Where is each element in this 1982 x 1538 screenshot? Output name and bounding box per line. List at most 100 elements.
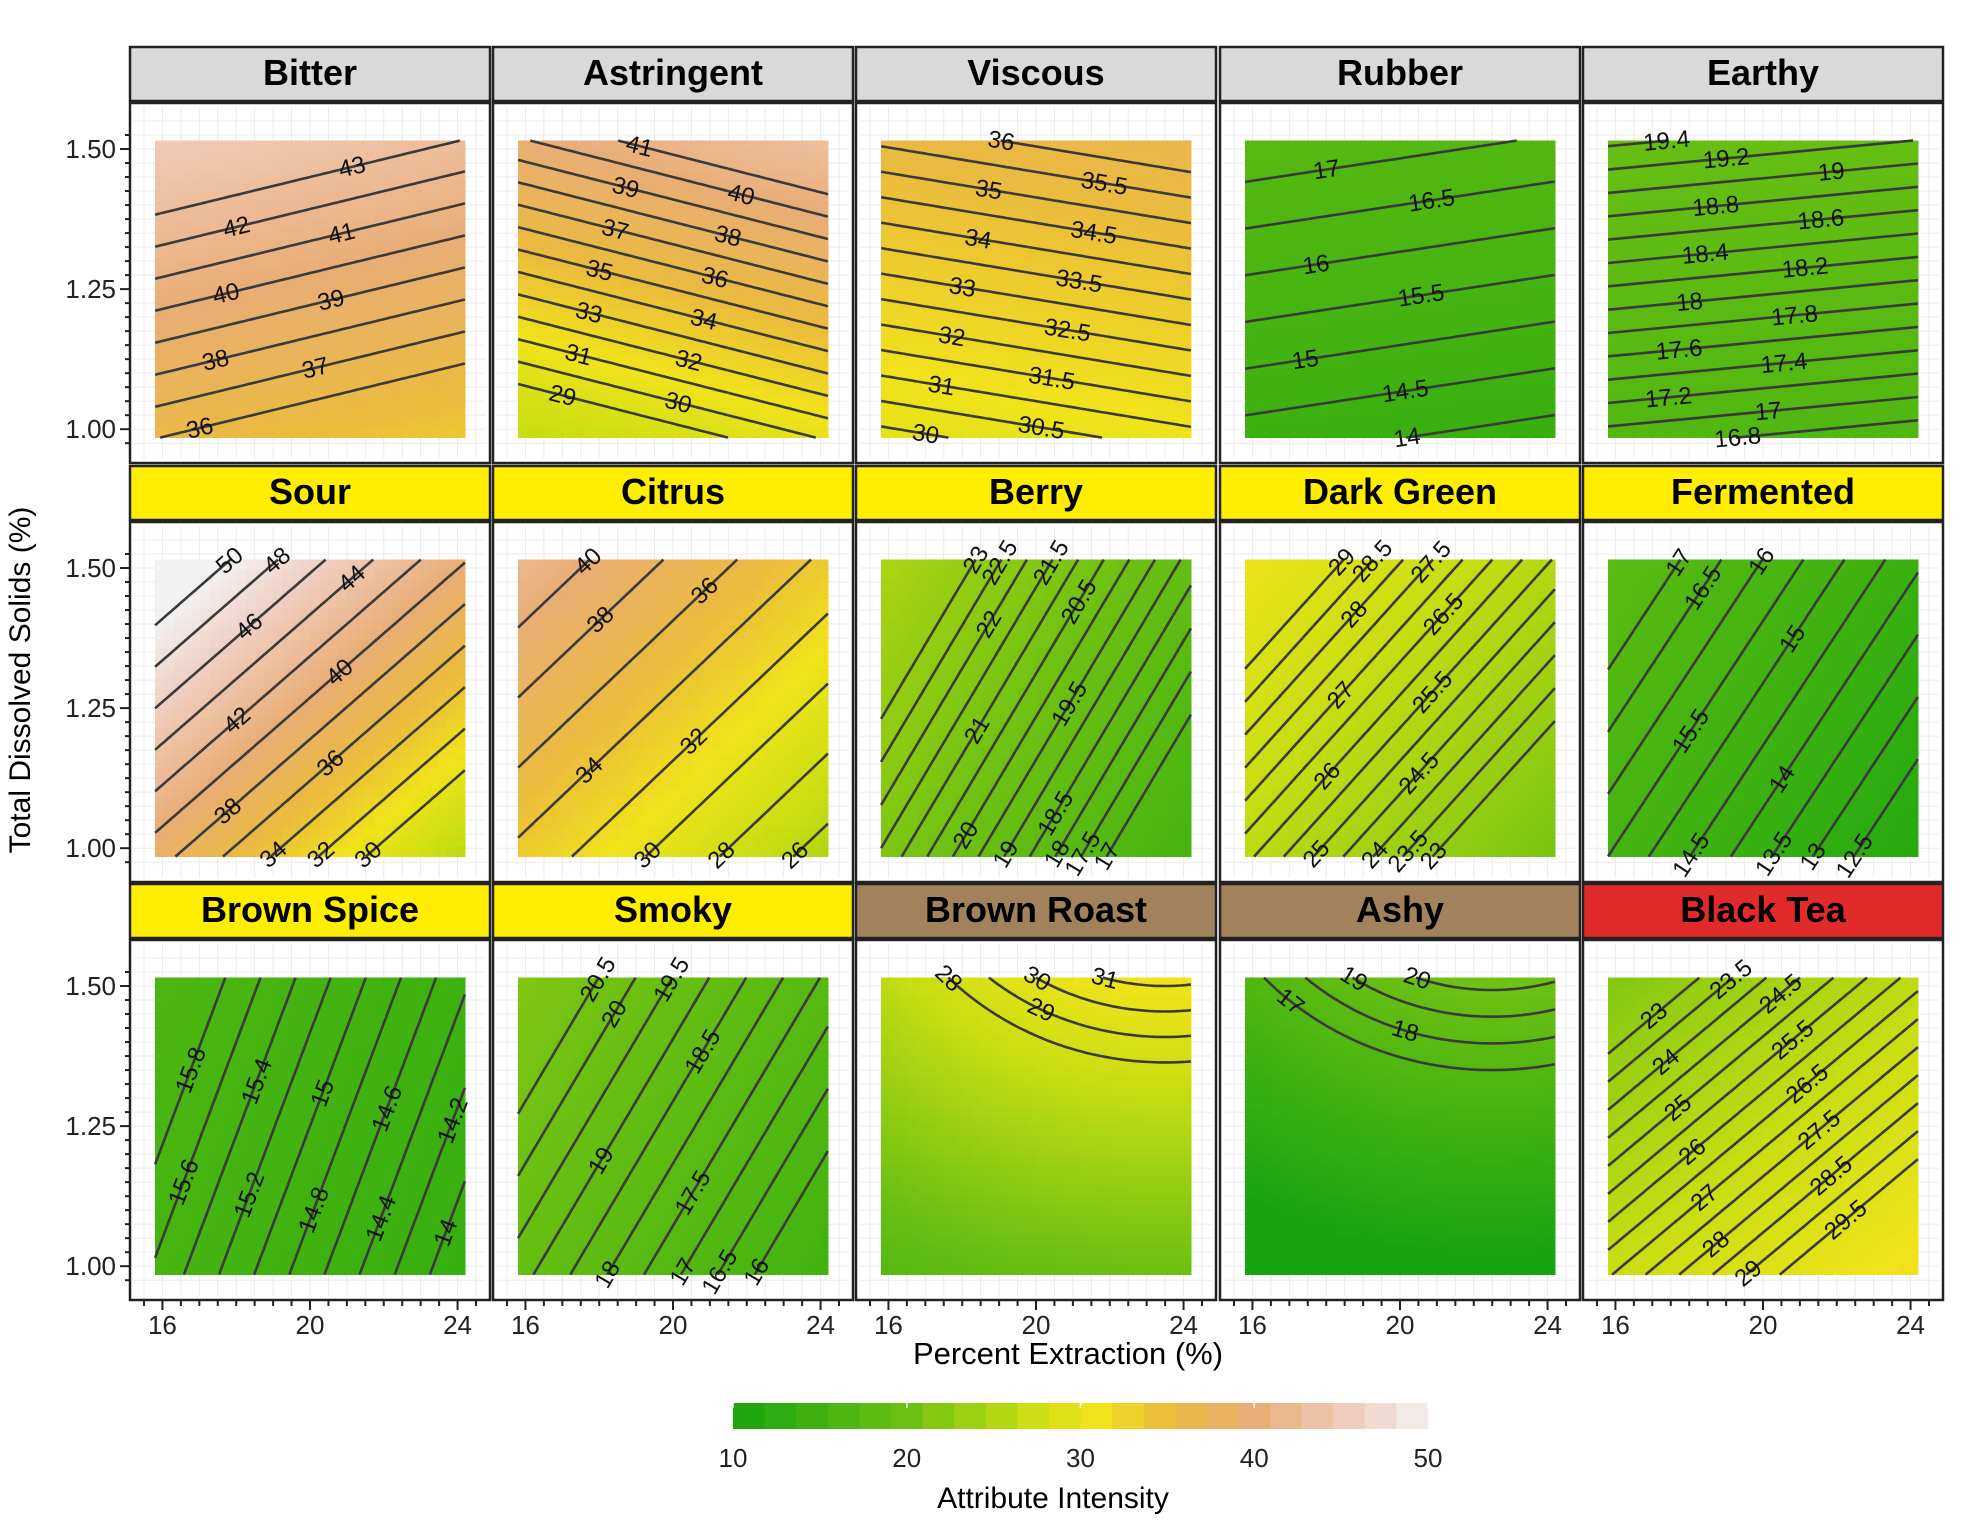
contour-line (1852, 758, 1919, 858)
x-tick-label: 24 (1169, 1310, 1198, 1340)
contour-label: 18.4 (1681, 239, 1730, 270)
contour-line (988, 976, 1191, 1039)
contour-line (393, 1087, 467, 1276)
heat-fill (518, 559, 829, 858)
facet-strip (854, 45, 1218, 103)
y-tick-label: 1.50 (65, 971, 116, 1001)
contour-line (1607, 349, 1919, 381)
contour-line (317, 727, 466, 858)
x-axis: 16 20 24 (1596, 1300, 1930, 1340)
x-tick-label: 20 (659, 1310, 688, 1340)
contour-line (879, 558, 1029, 806)
contour-line (753, 1150, 829, 1276)
contour-line (1244, 273, 1556, 324)
y-tick-label: 1.50 (65, 134, 116, 164)
contour-line (517, 382, 729, 439)
x-tick-label: 20 (1386, 1310, 1415, 1340)
contour-line (517, 203, 829, 286)
contour-line (1263, 976, 1556, 1072)
colorbar-swatch (1301, 1403, 1334, 1429)
contour-line (1745, 1130, 1919, 1276)
contour-line (154, 139, 461, 216)
contour-line (1244, 558, 1405, 736)
contour-label: 29 (546, 380, 579, 413)
x-tick-label: 20 (296, 1310, 325, 1340)
contour-line (1244, 180, 1556, 230)
colorbar-swatch (1017, 1403, 1050, 1429)
facet-strip (128, 464, 492, 522)
facet-title: Earthy (1707, 52, 1819, 93)
contour-label: 35 (973, 175, 1004, 206)
x-axis: 16 20 24 (869, 1300, 1203, 1340)
contour-line (517, 558, 591, 629)
contour-label: 18 (1675, 288, 1704, 317)
contour-label: 19.2 (1702, 143, 1751, 174)
contour-line (1607, 162, 1919, 195)
x-tick-label: 16 (511, 1310, 540, 1340)
contour-line (217, 977, 332, 1276)
contour-line (1607, 976, 1868, 1195)
contour-line (926, 558, 1105, 858)
contour-label: 34 (688, 304, 721, 337)
contour-label: 40 (725, 179, 758, 212)
contour-label: 43 (336, 151, 368, 184)
x-axis-label: Percent Extraction (%) (913, 1336, 1223, 1371)
contour-line (288, 977, 403, 1276)
x-tick-label: 16 (1601, 1310, 1630, 1340)
contour-line (154, 266, 466, 345)
contour-line (644, 682, 829, 858)
contour-label: 39 (609, 172, 642, 205)
contour-line (154, 170, 466, 248)
colorbar-tick-label: 20 (892, 1443, 921, 1473)
contour-label: 17.6 (1655, 334, 1704, 365)
contour-label: 42 (220, 211, 252, 244)
contour-label: 31 (926, 370, 957, 401)
colorbar-legend: 10 20 30 40 50 (719, 1403, 1442, 1473)
y-tick-label: 1.00 (65, 1251, 116, 1281)
contour-line (516, 976, 600, 1115)
contour-label: 37 (299, 352, 331, 385)
heat-fill (1245, 559, 1556, 858)
colorbar-swatch (922, 1403, 955, 1429)
contour-line (1282, 558, 1553, 858)
contour-line (947, 976, 1192, 1064)
contour-line (154, 558, 422, 793)
contour-line (1607, 976, 1734, 1083)
contour-line (529, 139, 829, 218)
contour-line (951, 558, 1131, 858)
contour-label: 18.2 (1781, 252, 1830, 283)
contour-line (174, 603, 466, 858)
contour-label: 39 (315, 284, 347, 317)
contour-line (252, 977, 368, 1276)
facet-strip (1218, 45, 1582, 103)
contour-line (1607, 395, 1919, 428)
contour-line (358, 993, 467, 1276)
contour-line (1607, 558, 1805, 858)
contour-line (1607, 139, 1913, 171)
contour-line (1607, 139, 1668, 148)
heat-fill (155, 559, 466, 858)
contour-label: 17.8 (1770, 300, 1819, 331)
colorbar-swatch (985, 1403, 1018, 1429)
facet-strip (491, 882, 855, 940)
contour-line (1608, 278, 1919, 311)
facet-title: Astringent (583, 52, 763, 93)
x-tick-label: 24 (1533, 1310, 1562, 1340)
y-axis: 1.00 1.25 1.50 (65, 553, 130, 864)
contour-line (880, 221, 1192, 276)
contour-line (569, 976, 748, 1276)
colorbar-swatch (1175, 1403, 1208, 1429)
x-tick-label: 16 (1238, 1310, 1267, 1340)
contour-line (1607, 558, 1764, 795)
contour-line (1000, 139, 1192, 174)
contour-line (1079, 671, 1193, 858)
colorbar-swatch (1396, 1403, 1429, 1429)
contour-label: 30 (910, 419, 941, 450)
contour-line (718, 752, 829, 858)
contour-label: 16 (1301, 250, 1331, 281)
y-tick-label: 1.00 (65, 414, 116, 444)
contour-line (880, 425, 949, 439)
contour-label: 17 (1754, 397, 1783, 426)
